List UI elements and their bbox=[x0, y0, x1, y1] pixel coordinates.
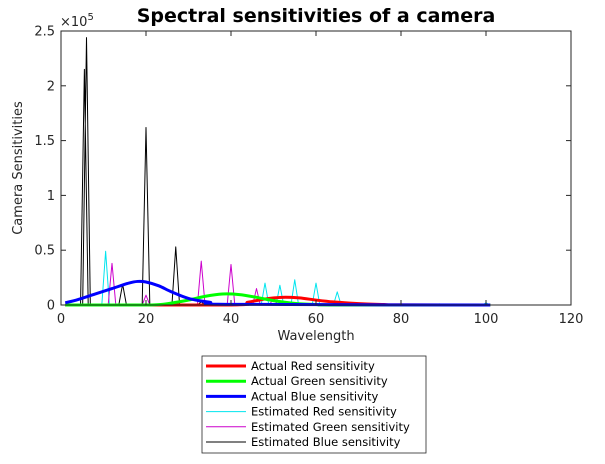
legend-label-actual-blue-sensitivity: Actual Blue sensitivity bbox=[251, 389, 379, 403]
ticks-layer: 0 20 40 60 80 100 120 0 0.5 1 1.5 2 2.5 bbox=[34, 25, 583, 328]
chart-title: Spectral sensitivities of a camera bbox=[137, 5, 496, 27]
y-tick-label: 2 bbox=[47, 79, 55, 94]
y-exponent-base: ×10 bbox=[60, 15, 87, 30]
y-exponent-label: ×105 bbox=[60, 12, 94, 30]
y-tick-label: 1 bbox=[47, 189, 55, 204]
x-tick-label: 60 bbox=[308, 312, 325, 327]
y-tick-label: 1.5 bbox=[34, 134, 55, 149]
y-tick-label: 0 bbox=[47, 299, 55, 314]
x-tick-label: 20 bbox=[138, 312, 155, 327]
legend-label-actual-red-sensitivity: Actual Red sensitivity bbox=[251, 359, 375, 373]
y-axis-label: Camera Sensitivities bbox=[11, 101, 26, 235]
legend-label-estimated-green-sensitivity: Estimated Green sensitivity bbox=[251, 420, 410, 434]
y-exponent-power: 5 bbox=[87, 12, 93, 23]
plot-area bbox=[61, 31, 571, 305]
x-tick-label: 0 bbox=[57, 312, 65, 327]
x-tick-label: 40 bbox=[223, 312, 240, 327]
legend-label-estimated-blue-sensitivity: Estimated Blue sensitivity bbox=[251, 435, 401, 449]
legend-label-actual-green-sensitivity: Actual Green sensitivity bbox=[251, 374, 388, 388]
x-axis-label: Wavelength bbox=[277, 329, 354, 344]
series-actual-blue-sensitivity bbox=[64, 279, 491, 307]
x-tick-label: 80 bbox=[393, 312, 410, 327]
y-tick-label: 2.5 bbox=[34, 25, 55, 40]
legend-label-estimated-red-sensitivity: Estimated Red sensitivity bbox=[251, 405, 397, 419]
x-tick-label: 120 bbox=[559, 312, 584, 327]
x-tick-label: 100 bbox=[474, 312, 499, 327]
y-tick-label: 0.5 bbox=[34, 244, 55, 259]
legend-box bbox=[201, 355, 427, 454]
